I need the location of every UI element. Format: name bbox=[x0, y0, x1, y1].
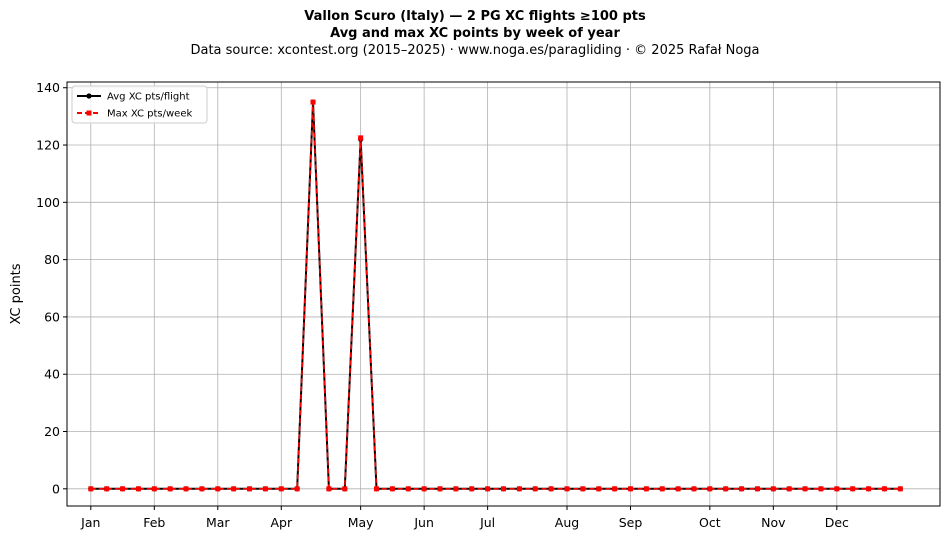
series-2-point bbox=[342, 486, 348, 492]
x-tick-label: Dec bbox=[825, 515, 849, 530]
series-layer bbox=[88, 99, 903, 492]
series-2-point bbox=[231, 486, 237, 492]
legend-box bbox=[71, 85, 208, 124]
series-2-point bbox=[374, 486, 380, 492]
series-2-point bbox=[770, 486, 776, 492]
series-2-point bbox=[707, 486, 713, 492]
series-2-point bbox=[802, 486, 808, 492]
series-2-point bbox=[834, 486, 840, 492]
series-2-point bbox=[405, 486, 411, 492]
series-2-point bbox=[723, 486, 729, 492]
series-line-2 bbox=[90, 101, 901, 490]
series-2-point bbox=[326, 486, 332, 492]
chart-title: Vallon Scuro (Italy) — 2 PG XC flights ≥… bbox=[304, 9, 646, 24]
legend-label-1: Avg XC pts/flight bbox=[107, 92, 190, 103]
series-2-point bbox=[850, 486, 856, 492]
series-2-point bbox=[564, 486, 570, 492]
series-2-point bbox=[294, 486, 300, 492]
x-tick-label: Aug bbox=[555, 515, 579, 530]
series-2-point bbox=[199, 486, 205, 492]
series-2-point bbox=[754, 486, 760, 492]
y-tick-label: 100 bbox=[36, 195, 60, 210]
series-2-point bbox=[469, 486, 475, 492]
series-2-point bbox=[120, 486, 126, 492]
series-2-point bbox=[88, 486, 94, 492]
series-2-point bbox=[453, 486, 459, 492]
y-tick-label: 0 bbox=[52, 481, 60, 496]
x-tick-label: Apr bbox=[270, 515, 292, 530]
y-tick-label: 40 bbox=[44, 367, 60, 382]
series-2-point bbox=[437, 486, 443, 492]
chart-source-line: Data source: xcontest.org (2015–2025) · … bbox=[190, 43, 760, 58]
series-2-point bbox=[421, 486, 427, 492]
series-2-point bbox=[501, 486, 506, 492]
series-2-point bbox=[675, 486, 681, 492]
series-2-point bbox=[262, 486, 268, 492]
series-2-point bbox=[278, 486, 284, 492]
series-2-point bbox=[659, 486, 665, 492]
series-2-point bbox=[643, 486, 649, 492]
legend: Avg XC pts/flight Max XC pts/week bbox=[71, 85, 208, 124]
x-tick-label: Feb bbox=[143, 515, 165, 530]
y-tick-label: 60 bbox=[44, 309, 60, 324]
series-2-point bbox=[881, 486, 887, 492]
y-axis-label: XC points bbox=[9, 263, 24, 324]
series-2-point bbox=[215, 486, 221, 492]
series-2-point bbox=[627, 486, 633, 492]
series-2-point bbox=[580, 486, 586, 492]
series-2-point bbox=[612, 486, 618, 492]
series-2-point bbox=[818, 486, 824, 492]
series-2-point bbox=[786, 486, 792, 492]
series-2-point bbox=[739, 486, 745, 492]
series-2-point bbox=[485, 486, 491, 492]
series-2-point bbox=[866, 486, 872, 492]
series-2-point bbox=[548, 486, 554, 492]
x-tick-label: May bbox=[348, 515, 374, 530]
series-2-point bbox=[151, 486, 157, 492]
legend-marker-2 bbox=[86, 110, 92, 116]
x-tick-label: Jun bbox=[413, 515, 434, 530]
series-2-point bbox=[691, 486, 697, 492]
series-line-1 bbox=[90, 101, 901, 490]
series-2-point bbox=[135, 486, 141, 492]
series-2-point bbox=[897, 486, 903, 492]
x-tick-label: Jan bbox=[80, 515, 100, 530]
legend-marker-1 bbox=[86, 93, 92, 99]
legend-label-2: Max XC pts/week bbox=[107, 109, 192, 120]
x-tick-label: Oct bbox=[699, 515, 721, 530]
series-2-point bbox=[167, 486, 173, 492]
y-tick-label: 140 bbox=[36, 80, 60, 95]
series-2-point bbox=[247, 486, 253, 492]
grid-layer bbox=[67, 82, 940, 506]
x-tick-label: Sep bbox=[619, 515, 643, 530]
series-2-point bbox=[596, 486, 602, 492]
series-2-point bbox=[516, 486, 522, 492]
series-2-point bbox=[183, 486, 189, 492]
series-2-point bbox=[358, 135, 364, 141]
chart-subtitle: Avg and max XC points by week of year bbox=[330, 26, 620, 41]
series-2-point bbox=[389, 486, 395, 492]
x-tick-label: Nov bbox=[761, 515, 786, 530]
y-tick-label: 80 bbox=[44, 252, 60, 267]
x-tick-label: Mar bbox=[206, 515, 230, 530]
x-tick-label: Jul bbox=[479, 515, 495, 530]
series-2-point bbox=[310, 99, 316, 105]
y-tick-label: 20 bbox=[44, 424, 60, 439]
chart-title-block: Vallon Scuro (Italy) — 2 PG XC flights ≥… bbox=[0, 8, 950, 60]
axis-layer: 0 20 40 60 80 100 120 140 Jan Feb Mar Apr May Jun Jul A… bbox=[36, 80, 849, 530]
series-2-point bbox=[104, 486, 110, 492]
plot-frame bbox=[66, 81, 941, 507]
y-tick-label: 120 bbox=[36, 138, 60, 153]
series-2-point bbox=[532, 486, 538, 492]
